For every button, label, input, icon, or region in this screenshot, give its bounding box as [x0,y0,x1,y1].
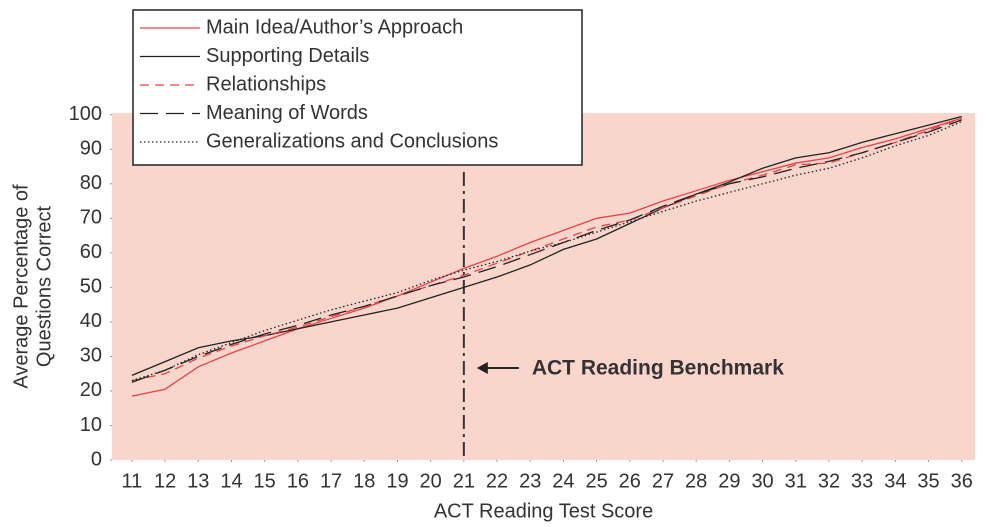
legend-label: Supporting Details [206,45,369,67]
legend-box [132,9,583,166]
x-tick-label: 25 [585,470,607,492]
benchmark-label: ACT Reading Benchmark [532,357,784,380]
y-tick-label: 60 [80,241,102,263]
y-tick-label: 100 [69,103,102,125]
x-tick-label: 21 [453,470,475,492]
plot-area [112,113,975,460]
x-tick-label: 29 [718,470,740,492]
y-tick-label: 40 [80,310,102,332]
legend-label: Main Idea/Author’s Approach [206,16,463,38]
y-tick-label: 90 [80,138,102,160]
x-tick-label: 36 [951,470,973,492]
x-tick-label: 20 [420,470,442,492]
x-tick-label: 33 [851,470,873,492]
y-tick-label: 20 [80,379,102,401]
legend-label: Meaning of Words [206,102,368,124]
x-tick-label: 19 [386,470,408,492]
x-tick-label: 16 [287,470,309,492]
x-tick-label: 15 [254,470,276,492]
y-tick-label: 70 [80,207,102,229]
x-tick-label: 12 [154,470,176,492]
y-axis-label: Questions Correct [33,205,55,367]
series-line [131,121,962,382]
x-tick-label: 31 [785,470,807,492]
x-tick-label: 23 [519,470,541,492]
y-axis-label: Average Percentage of [10,184,32,389]
x-tick-label: 28 [685,470,707,492]
x-tick-label: 35 [917,470,939,492]
x-tick-label: 18 [353,470,375,492]
x-axis-label: ACT Reading Test Score [434,500,653,522]
x-tick-label: 30 [751,470,773,492]
x-tick-label: 14 [220,470,242,492]
y-tick-label: 10 [80,414,102,436]
y-tick-label: 30 [80,345,102,367]
series-line [131,115,962,377]
x-tick-label: 26 [619,470,641,492]
series-line [131,117,962,382]
legend-label: Relationships [206,73,326,95]
legend-label: Generalizations and Conclusions [206,130,498,152]
x-tick-label: 22 [486,470,508,492]
x-tick-label: 34 [884,470,906,492]
y-tick-label: 80 [80,172,102,194]
series-line [131,117,962,397]
x-tick-label: 24 [552,470,574,492]
x-tick-label: 17 [320,470,342,492]
y-tick-label: 50 [80,276,102,298]
x-tick-label: 32 [818,470,840,492]
benchmark-arrowhead [476,362,488,374]
series-line [131,119,962,383]
x-tick-label: 27 [652,470,674,492]
x-tick-label: 13 [187,470,209,492]
x-tick-label: 11 [122,470,143,492]
y-tick-label: 0 [91,448,102,470]
